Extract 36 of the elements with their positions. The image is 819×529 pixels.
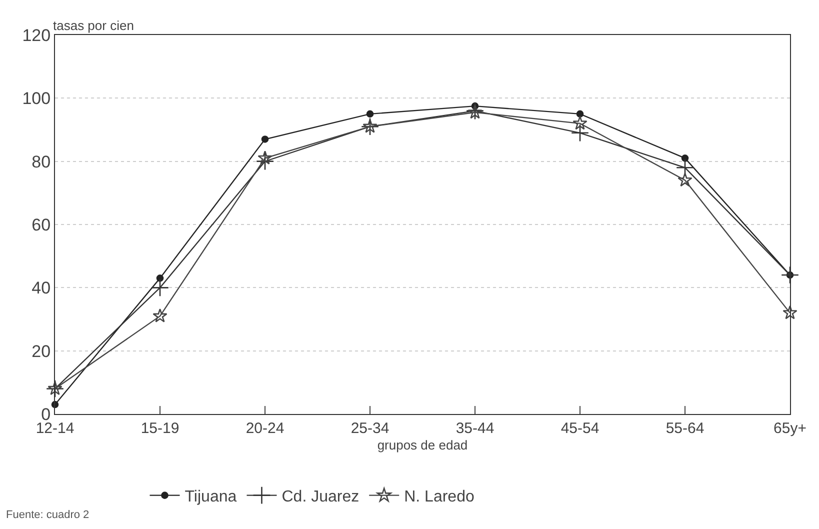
point [572, 116, 588, 130]
point [678, 172, 692, 187]
source-note: Fuente: cuadro 2 [6, 509, 90, 521]
point [362, 118, 378, 133]
x-tick-label: 35-44 [456, 420, 494, 437]
point [466, 102, 484, 120]
x-tick-label: 15-19 [140, 420, 180, 437]
point [570, 124, 590, 142]
point [258, 150, 272, 164]
y-tick-label: 40 [32, 278, 51, 298]
point [681, 154, 689, 162]
point [261, 136, 269, 143]
x-tick-label: 25-34 [350, 420, 390, 437]
x-tick-label: 55-64 [666, 420, 704, 437]
y-tick-label: 20 [32, 342, 51, 361]
y-tick-label: 120 [22, 26, 51, 45]
point [780, 266, 800, 284]
point [576, 110, 584, 118]
point [468, 104, 482, 119]
y-tick-label: 100 [22, 89, 51, 108]
x-tick-label: 45-54 [560, 420, 600, 437]
point [782, 305, 798, 320]
x-axis-title: grupos de edad [377, 438, 468, 453]
x-tick-label: 20-24 [246, 420, 284, 437]
point [150, 278, 170, 297]
legend-label: Cd. Juarez [282, 488, 360, 506]
y-axis-title: tasas por cien [53, 18, 134, 33]
x-tick-label: 65y+ [774, 420, 807, 437]
legend-label: N. Laredo [404, 488, 474, 506]
point [156, 274, 164, 282]
point [152, 308, 168, 322]
point [366, 110, 374, 118]
point [360, 118, 380, 136]
y-tick-label: 80 [32, 152, 51, 172]
y-tick-label: 60 [32, 215, 51, 234]
legend-label: Tijuana [184, 488, 237, 506]
